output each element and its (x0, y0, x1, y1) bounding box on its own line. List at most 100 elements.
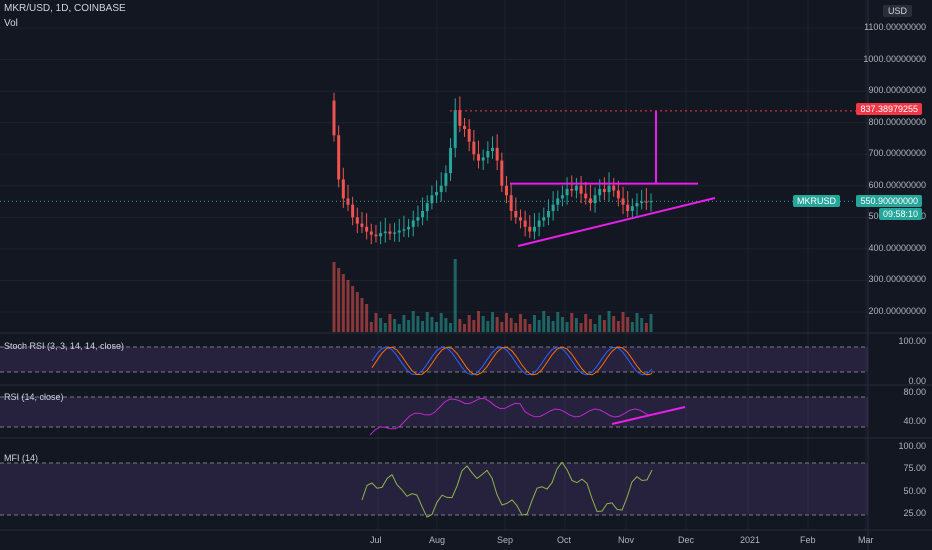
candle-body (528, 226, 532, 232)
volume-bar (570, 313, 574, 332)
volume-bar (621, 312, 625, 332)
mfi-label[interactable]: MFI (14) (4, 453, 39, 463)
candle-body (444, 173, 448, 186)
time-tick: 2021 (740, 535, 761, 545)
candle-body (532, 226, 536, 232)
volume-bar (556, 312, 560, 332)
candle-body (537, 220, 541, 227)
volume-bar (579, 323, 583, 332)
price-tick: 600.00000000 (868, 179, 926, 190)
volume-bar (463, 324, 467, 332)
last-price-tag: 550.90000000 (856, 195, 922, 207)
candles (332, 92, 653, 245)
volume-bar (593, 324, 597, 332)
volume-bar (411, 311, 415, 332)
candle-body (579, 185, 583, 194)
candle-body (556, 198, 560, 205)
candle-body (435, 192, 439, 196)
candle-body (425, 203, 429, 212)
candle-body (602, 188, 606, 193)
volume-bar (612, 316, 616, 332)
candle-body (481, 157, 485, 161)
candle-body (379, 233, 383, 237)
volume-bar (453, 259, 457, 332)
candle-body (570, 188, 574, 191)
volume-bar (458, 319, 462, 332)
candle-body (337, 135, 341, 180)
volume-bar (560, 317, 564, 332)
candle-body (439, 185, 443, 193)
volume-bar (402, 315, 406, 332)
volume-bar (518, 314, 522, 332)
volume-bar (602, 320, 606, 332)
volume-bar (439, 313, 443, 332)
volume-bar (397, 324, 401, 332)
volume-bar (365, 304, 369, 332)
volume-bar (421, 321, 425, 332)
candle-body (463, 125, 467, 129)
candle-body (430, 195, 434, 204)
candle-body (593, 195, 597, 204)
time-tick: Jul (370, 535, 382, 545)
candle-body (551, 204, 555, 212)
target-price-tag: 837.38979255 (856, 103, 922, 115)
rsi-label[interactable]: RSI (14, close) (4, 392, 64, 402)
volume-bar (495, 317, 499, 332)
rsi-line (369, 397, 651, 436)
rsi-tick-40: 40.00 (903, 416, 926, 426)
volume-bar (435, 322, 439, 332)
volume-bar (640, 318, 644, 332)
stoch-tick-100: 100.00 (898, 336, 926, 346)
candle-body (388, 231, 392, 234)
support-trendline (517, 197, 716, 247)
time-tick: Mar (858, 535, 874, 545)
candle-body (486, 151, 490, 158)
candle-body (383, 231, 387, 234)
mfi-tick-100: 100.00 (898, 441, 926, 451)
volume-bar (626, 317, 630, 332)
stoch-rsi-label[interactable]: Stoch RSI (3, 3, 14, 14, close) (4, 341, 125, 351)
candle-body (421, 211, 425, 218)
volume-bar (369, 322, 373, 332)
candle-body (588, 198, 592, 204)
drawings[interactable] (0, 110, 868, 247)
candle-body (411, 220, 415, 227)
currency-button[interactable]: USD (882, 5, 912, 17)
countdown-tag: 09:58:10 (878, 208, 922, 220)
price-tick: 200.00000000 (868, 306, 926, 316)
price-tick: 900.00000000 (868, 85, 926, 96)
volume-bar (486, 321, 490, 332)
volume-bar (481, 316, 485, 332)
candle-body (626, 204, 630, 212)
volume-bar (574, 318, 578, 332)
candle-body (374, 234, 378, 237)
volume-bar (588, 319, 592, 332)
volume-bar (449, 323, 453, 332)
candle-body (518, 217, 522, 221)
price-tick: 400.00000000 (868, 242, 926, 253)
volume-bar (514, 323, 518, 332)
volume-bar (355, 292, 359, 332)
mfi-tick-50: 50.00 (903, 486, 926, 496)
candle-body (453, 110, 457, 148)
candle-body (360, 223, 364, 227)
price-tick: 800.00000000 (868, 116, 926, 127)
symbol-title: MKR/USD, 1D, COINBASE (4, 3, 126, 14)
time-tick: Sep (497, 535, 514, 545)
indicator-panes (0, 346, 868, 518)
candle-body (491, 147, 494, 152)
volume-bar (491, 312, 494, 332)
candle-body (584, 193, 588, 199)
stoch-d-line (371, 346, 653, 376)
candle-body (449, 147, 453, 174)
candle-body (458, 110, 462, 126)
volume-bar (351, 286, 355, 332)
volume-bar (528, 324, 532, 332)
mfi-tick-25: 25.00 (903, 508, 926, 518)
candle-body (355, 217, 359, 224)
volume-bar (374, 313, 378, 332)
volume-bar (477, 311, 481, 332)
volume-bar (532, 315, 536, 332)
time-tick: Feb (800, 535, 816, 545)
